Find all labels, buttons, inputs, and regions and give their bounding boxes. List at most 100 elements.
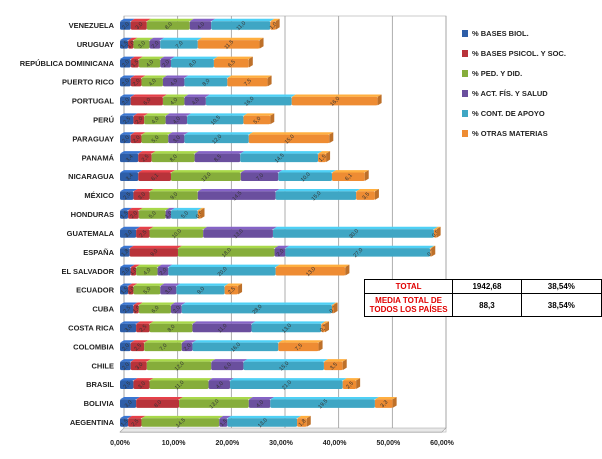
bar-brasil-cont-de-apoyo — [230, 380, 343, 389]
bar-venezuela-otras-materias-top — [270, 18, 280, 22]
data-label: 4,0 — [170, 97, 180, 107]
bar-bolivia-bases-psicol-y-soc-top — [136, 396, 184, 400]
category-label: EL SALVADOR — [61, 267, 114, 276]
bar-colombia-act-fis-y-salud — [181, 342, 193, 352]
bar-bolivia-bases-biol-top — [120, 396, 141, 400]
category-label: AEGENTINA — [70, 418, 115, 427]
mean-value: 88,3 — [452, 293, 522, 317]
data-label: 3,0 — [137, 192, 147, 202]
bar-panama-bases-psicol-y-soc-top — [138, 151, 156, 154]
bar-panama-act-fis-y-salud-top — [194, 151, 245, 154]
data-label: 5,0 — [180, 210, 190, 220]
data-label: 7,0 — [255, 173, 265, 183]
bar-uruguay-otras-materias — [197, 40, 260, 49]
bar-honduras-ped-y-did — [138, 210, 166, 219]
bar-guatemala-bases-psicol-y-soc-top — [136, 226, 154, 230]
data-label: 6,1 — [150, 173, 160, 183]
category-label: CHILE — [92, 361, 115, 370]
bar-uruguay-act-fis-y-salud — [149, 40, 161, 49]
data-label: 16,0 — [329, 96, 341, 108]
bar-chile-bases-biol-top — [120, 359, 135, 362]
bar-peru-act-fis-y-salud-top — [165, 113, 192, 116]
bar-cuba-bases-biol — [120, 304, 134, 314]
bar-puerto-rico-bases-psicol-y-soc-top — [130, 75, 146, 78]
bar-ecuador-cont-de-apoyo-top — [176, 283, 229, 286]
data-label: 2,0 — [121, 21, 131, 31]
bar-end-cap — [342, 359, 347, 371]
data-label: 1,5 — [120, 40, 130, 50]
mean-row: MEDIA TOTAL DE TODOS LOS PAÍSES 88,3 38,… — [363, 293, 602, 317]
bar-cuba-act-fis-y-salud-top — [170, 302, 186, 305]
data-label: 7,0 — [175, 40, 185, 50]
category-label: REPÚBLICA DOMINICANA — [20, 59, 115, 68]
bar-puerto-rico-cont-de-apoyo — [184, 77, 228, 87]
bar-puerto-rico-bases-biol-top — [120, 75, 135, 78]
data-label: 1,5 — [120, 286, 130, 296]
data-label: 6,1 — [344, 173, 354, 183]
x-tick-label: 50,00% — [376, 440, 401, 447]
bar-republica-dominicana-cont-de-apoyo — [170, 59, 214, 68]
bar-venezuela-bases-psicol-y-soc — [130, 21, 147, 30]
bar-portugal-otras-materias-top — [291, 94, 382, 97]
data-label: 12,0 — [174, 361, 186, 373]
bar-guatemala-otras-materias — [433, 229, 437, 238]
bar-peru-cont-de-apoyo-top — [187, 113, 248, 116]
bar-end-cap — [329, 132, 334, 144]
bar-espana-bases-psicol-y-soc — [129, 248, 178, 257]
data-label: 1,0 — [129, 267, 139, 277]
bar-paraguay-cont-de-apoyo — [184, 134, 249, 144]
bar-cuba-bases-psicol-y-soc-top — [133, 302, 143, 305]
data-label: 13,0 — [233, 228, 245, 240]
bar-brasil-act-fis-y-salud — [208, 380, 231, 389]
bar-republica-dominicana-ped-y-did — [138, 59, 161, 68]
bar-uruguay-cont-de-apoyo — [160, 40, 198, 49]
bar-aegentina-act-fis-y-salud-top — [219, 415, 232, 419]
bar-end-cap — [318, 340, 323, 352]
data-label: 9,0 — [196, 286, 206, 296]
bar-brasil-bases-biol — [120, 380, 134, 389]
bar-uruguay-otras-materias-top — [197, 37, 264, 41]
bar-mexico-bases-biol-top — [120, 188, 138, 192]
bar-peru-otras-materias-top — [243, 113, 275, 116]
bar-chile-bases-psicol-y-soc-top — [130, 359, 151, 362]
bar-guatemala-bases-psicol-y-soc — [136, 229, 150, 238]
bar-bolivia-bases-biol — [120, 399, 137, 408]
totals-table: TOTAL 1942,68 38,54% MEDIA TOTAL DE TODO… — [363, 279, 602, 317]
bar-venezuela-act-fis-y-salud-top — [189, 18, 216, 22]
bar-panama-bases-psicol-y-soc — [138, 153, 152, 163]
bar-costa-rica-otras-materias-top — [321, 321, 330, 324]
data-label: 2,0 — [151, 40, 161, 50]
bar-aegentina-act-fis-y-salud — [219, 418, 228, 427]
plot-floor — [119, 427, 447, 433]
bar-paraguay-otras-materias — [248, 134, 330, 144]
bar-peru-bases-psicol-y-soc-top — [133, 113, 149, 116]
bar-paraguay-bases-biol-top — [120, 132, 135, 135]
bar-paraguay-otras-materias-top — [248, 132, 334, 135]
bar-honduras-ped-y-did-top — [138, 207, 170, 211]
x-tick-label: 60,00% — [430, 440, 455, 447]
bar-cuba-otras-materias-top — [331, 302, 338, 305]
bar-chile-otras-materias-top — [323, 359, 347, 362]
bar-uruguay-cont-de-apoyo-top — [160, 37, 202, 41]
data-label: 2,0 — [161, 59, 171, 69]
bar-end-cap — [200, 207, 205, 219]
data-label: 1,5 — [219, 418, 229, 428]
bar-mexico-cont-de-apoyo — [275, 191, 357, 200]
data-label: 14,5 — [232, 190, 244, 202]
bar-paraguay-ped-y-did-top — [141, 132, 173, 135]
bar-republica-dominicana-bases-psicol-y-soc-top — [130, 56, 143, 60]
data-label: 2,0 — [132, 135, 142, 145]
bar-cuba-act-fis-y-salud — [170, 304, 182, 314]
bar-el-salvador-ped-y-did — [136, 267, 158, 276]
x-tick-label: 20,00% — [215, 440, 240, 447]
bar-aegentina-ped-y-did — [141, 418, 220, 427]
bar-mexico-otras-materias-top — [356, 188, 379, 192]
bar-nicaragua-bases-psicol-y-soc-top — [138, 170, 175, 173]
data-label: 2,0 — [129, 210, 139, 220]
x-tick-label: 30,00% — [269, 440, 294, 447]
data-label: 3,3 — [380, 400, 390, 410]
data-label: 7,5 — [294, 343, 304, 353]
data-label: 3,0 — [124, 400, 134, 410]
bar-colombia-ped-y-did — [144, 342, 182, 352]
category-label: PERÚ — [93, 116, 114, 125]
